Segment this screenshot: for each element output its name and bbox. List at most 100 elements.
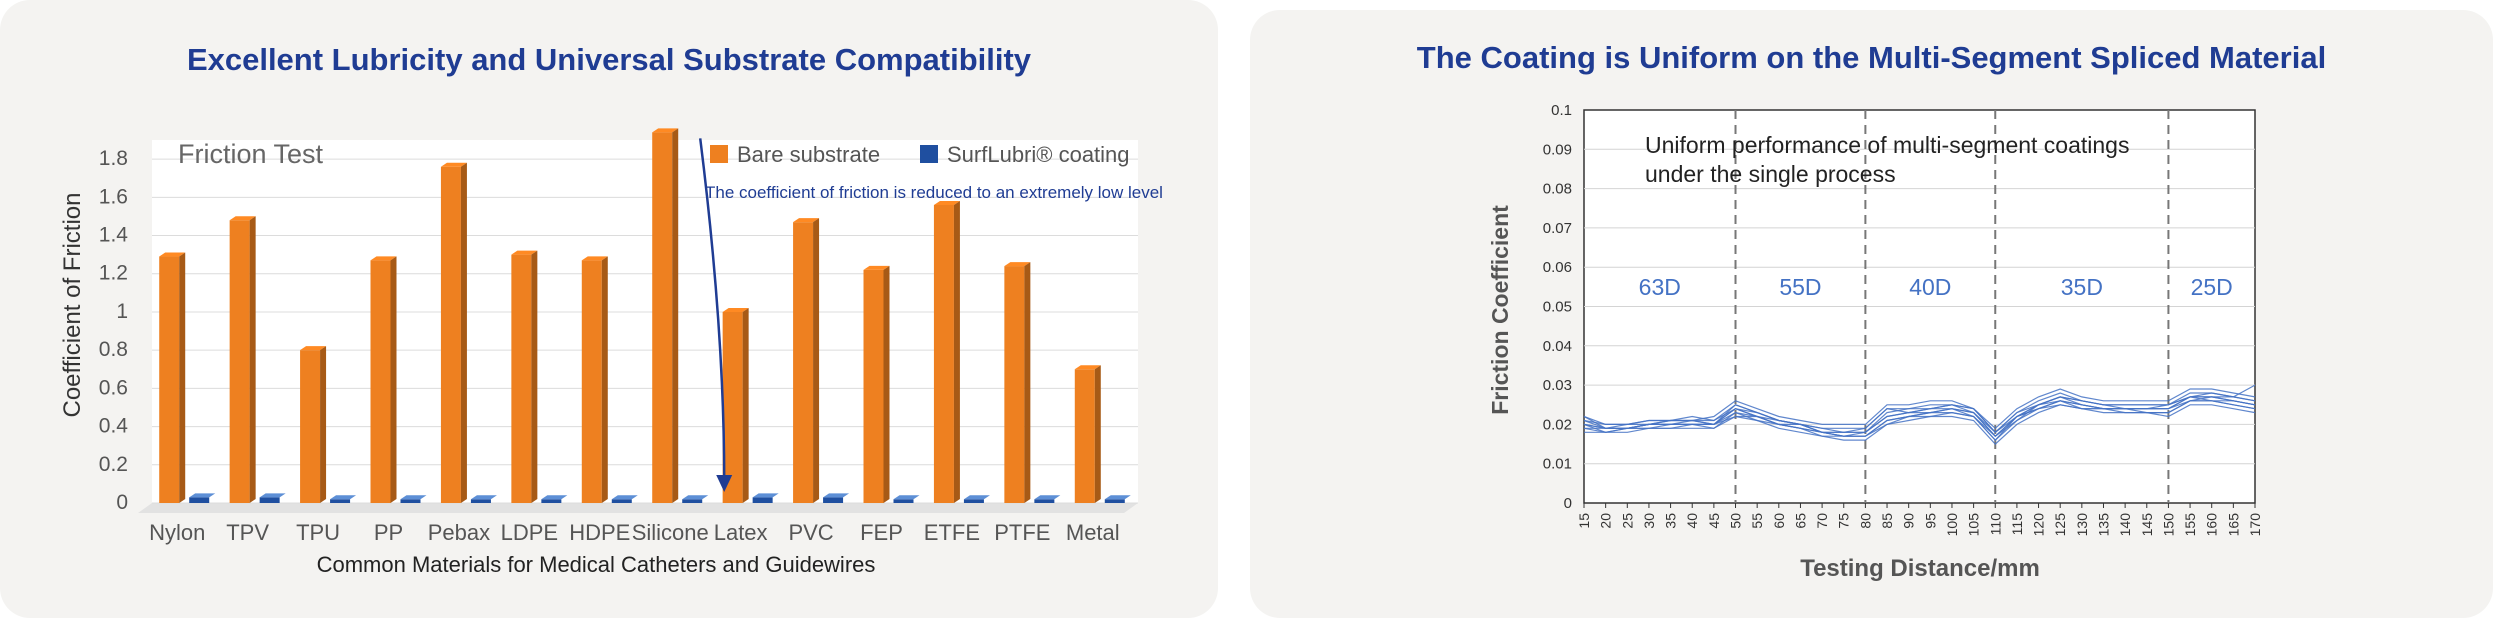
- bar-bare-substrate: [1004, 266, 1025, 503]
- chart-inner-title: Friction Test: [178, 139, 324, 169]
- x-tick-label: 95: [1922, 513, 1938, 529]
- bar-surflubri-coating-top: [1034, 495, 1061, 500]
- x-tick-label: 70: [1814, 513, 1830, 529]
- bar-surflubri-coating-top: [893, 495, 920, 500]
- x-tick-label: 15: [1576, 513, 1592, 529]
- bar-bare-substrate-top: [229, 216, 256, 221]
- x-tick-label: ETFE: [924, 520, 980, 545]
- bar-bare-substrate-top: [722, 307, 749, 312]
- right-chart-panel: The Coating is Uniform on the Multi-Segm…: [1250, 10, 2493, 618]
- x-tick-label: 165: [2225, 513, 2241, 537]
- bar-bare-substrate: [863, 269, 884, 503]
- bar-bare-substrate: [440, 166, 461, 503]
- bar-bare-substrate: [722, 311, 743, 503]
- bar-surflubri-coating: [470, 499, 491, 503]
- friction-series-line: [1583, 396, 2256, 437]
- bar-surflubri-coating-top: [541, 495, 568, 500]
- bar-surflubri-coating: [1034, 499, 1055, 503]
- bar-bare-substrate: [159, 256, 180, 503]
- left-chart-heading: Excellent Lubricity and Universal Substr…: [186, 42, 1032, 77]
- bar-surflubri-coating-top: [823, 493, 850, 498]
- bar-bare-substrate-top: [1074, 365, 1101, 370]
- bar-bare-substrate-top: [511, 250, 538, 255]
- x-tick-label: 75: [1836, 513, 1852, 529]
- bar-bare-substrate-side: [1024, 262, 1031, 503]
- y-tick-label: 0.4: [99, 415, 129, 438]
- bar-surflubri-coating-top: [682, 495, 709, 500]
- bar-surflubri-coating-top: [1104, 495, 1131, 500]
- bar-bare-substrate: [229, 220, 250, 503]
- x-tick-label: 170: [2247, 513, 2263, 537]
- y-axis-label: Friction Coefficient: [1487, 205, 1513, 415]
- bar-surflubri-coating: [259, 497, 280, 503]
- y-tick-label: 0.01: [1543, 456, 1572, 473]
- bar-bare-substrate-side: [813, 218, 820, 503]
- bar-surflubri-coating-top: [963, 495, 990, 500]
- x-tick-label: LDPE: [501, 520, 558, 545]
- y-tick-label: 0.04: [1543, 338, 1572, 355]
- bar-bare-substrate-top: [581, 256, 608, 261]
- y-tick-label: 0.6: [99, 376, 128, 399]
- bar-surflubri-coating: [823, 497, 844, 503]
- x-tick-label: FEP: [860, 520, 903, 545]
- x-tick-label: 135: [2095, 513, 2111, 537]
- y-tick-label: 1.2: [99, 262, 128, 285]
- bar-surflubri-coating-top: [259, 493, 286, 498]
- y-tick-label: 0.2: [99, 453, 128, 476]
- y-tick-label: 0.8: [99, 338, 128, 361]
- bar-surflubri-coating-top: [330, 495, 357, 500]
- x-tick-label: 80: [1857, 513, 1873, 529]
- x-tick-label: Pebax: [428, 520, 490, 545]
- bar-bare-substrate-side: [883, 265, 890, 503]
- friction-series-line: [1583, 388, 2256, 430]
- bar-surflubri-coating: [189, 497, 210, 503]
- bar-bare-substrate: [652, 132, 673, 503]
- x-tick-label: 115: [2009, 513, 2025, 536]
- bar-surflubri-coating-top: [189, 493, 216, 498]
- x-tick-label: 140: [2117, 513, 2133, 537]
- left-chart-panel: Excellent Lubricity and Universal Substr…: [0, 0, 1218, 618]
- legend-swatch-bare: [710, 145, 728, 163]
- bar-bare-substrate-side: [953, 200, 960, 504]
- x-tick-label: Latex: [714, 520, 768, 545]
- bar-bare-substrate-side: [601, 256, 608, 503]
- bar-surflubri-coating: [682, 499, 703, 503]
- segment-label: 63D: [1639, 274, 1681, 300]
- bar-surflubri-coating: [963, 499, 984, 503]
- legend-label-bare: Bare substrate: [737, 142, 880, 167]
- bar-surflubri-coating: [330, 499, 351, 503]
- bar-bare-substrate-side: [1094, 365, 1101, 503]
- friction-line-chart: 0 0.01 0.02 0.03 0.04 0.05 0.06 0.07 0.08 0.09 0.1…: [1487, 102, 2263, 582]
- legend-label-coated: SurfLubri® coating: [947, 142, 1130, 167]
- bar-bare-substrate: [511, 254, 532, 503]
- x-axis-label: Testing Distance/mm: [1800, 555, 2040, 582]
- bar-bare-substrate-top: [652, 128, 679, 133]
- x-tick-label: 35: [1663, 513, 1679, 529]
- y-tick-label: 0.03: [1543, 377, 1572, 394]
- x-tick-label: PVC: [788, 520, 833, 545]
- y-tick-label: 0: [1564, 495, 1572, 512]
- legend-swatch-coated: [920, 145, 938, 163]
- arrow-head: [716, 475, 733, 492]
- x-tick-label: 110: [1987, 513, 2003, 536]
- x-tick-label: 60: [1771, 513, 1787, 529]
- x-tick-label: PTFE: [994, 520, 1050, 545]
- y-tick-label: 0.07: [1543, 220, 1572, 237]
- y-tick-label: 1.6: [99, 185, 128, 208]
- x-tick-label: 30: [1641, 513, 1657, 529]
- y-tick-label: 0.08: [1543, 181, 1572, 198]
- bar-surflubri-coating-top: [752, 493, 779, 498]
- x-tick-label: 145: [2139, 513, 2155, 537]
- bar-bare-substrate: [300, 350, 321, 503]
- bar-bare-substrate-top: [300, 346, 327, 351]
- bar-bare-substrate-side: [742, 307, 749, 503]
- bar-surflubri-coating: [541, 499, 562, 503]
- x-tick-label: 25: [1619, 513, 1635, 529]
- x-tick-label: TPV: [226, 520, 269, 545]
- bar-surflubri-coating-top: [611, 495, 638, 500]
- segment-label: 40D: [1909, 274, 1951, 300]
- friction-series-line: [1584, 396, 2256, 441]
- friction-series-line: [1583, 392, 2256, 434]
- bar-surflubri-coating-top: [470, 495, 497, 500]
- bar-bare-substrate-top: [440, 162, 467, 167]
